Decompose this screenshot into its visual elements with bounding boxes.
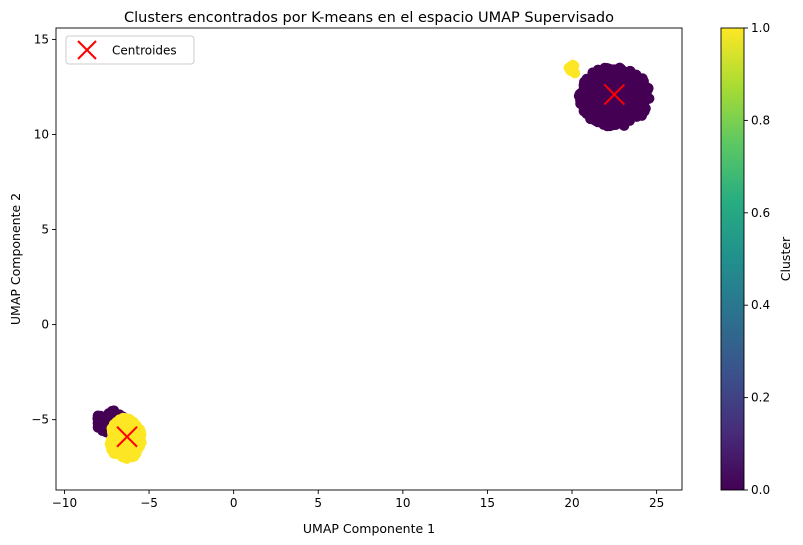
x-tick-label: 0 (230, 496, 238, 510)
y-tick-label: −5 (31, 413, 49, 427)
cluster-1-point (135, 434, 146, 445)
cluster-1-point (108, 419, 120, 430)
y-tick-label: 0 (41, 318, 49, 332)
cluster-0-point (601, 65, 612, 77)
x-tick-label: −10 (52, 496, 77, 510)
x-axis-label: UMAP Componente 1 (303, 521, 435, 536)
x-tick-label: −5 (140, 496, 158, 510)
cluster-0-point (619, 68, 630, 79)
cluster-0-point (619, 102, 630, 113)
scatter-points (92, 59, 655, 464)
cluster-1-point (113, 443, 124, 454)
cluster-0-point (633, 73, 644, 85)
cluster-0-point (576, 92, 587, 104)
colorbar-tick-label: 0.2 (751, 391, 770, 405)
colorbar-label: Cluster (778, 236, 793, 281)
x-tick-label: 5 (314, 496, 322, 510)
centroid-marker (116, 426, 138, 448)
colorbar-tick-label: 0.8 (751, 113, 770, 127)
cluster-1-point (119, 423, 131, 434)
cluster-0-point (588, 74, 599, 85)
legend: Centroides (65, 35, 195, 65)
colorbar-tick-label: 1.0 (751, 21, 770, 35)
x-tick-label: 25 (649, 496, 664, 510)
colorbar-tick-label: 0.4 (751, 298, 770, 312)
y-axis-ticks: −5 0 5 10 15 (31, 32, 56, 427)
cluster-0-point (581, 101, 592, 113)
cluster-0-point (92, 410, 104, 421)
cluster-0-point (601, 90, 612, 101)
cluster-0-point (601, 105, 613, 116)
colorbar-gradient (720, 27, 745, 491)
legend-entry-centroides: Centroides (112, 44, 177, 58)
y-tick-label: 10 (34, 127, 49, 141)
colorbar-ticks: 0.0 0.2 0.4 0.6 0.8 1.0 (744, 21, 770, 497)
x-tick-label: 15 (480, 496, 495, 510)
cluster-0-point (608, 119, 619, 131)
y-tick-label: 5 (41, 223, 49, 237)
cluster-0-point (631, 93, 642, 105)
plot-frame (55, 27, 683, 491)
cluster-0-point (601, 76, 613, 88)
y-tick-label: 15 (34, 32, 49, 46)
cluster-0-point (590, 86, 601, 98)
x-axis-ticks: −10 −5 0 5 10 15 20 25 (52, 490, 664, 510)
legend-centroid-marker (77, 40, 97, 60)
legend-box (65, 35, 195, 65)
colorbar-tick-label: 0.6 (751, 206, 770, 220)
colorbar-tick-label: 0.0 (751, 483, 770, 497)
cluster-1-point (567, 64, 579, 75)
x-tick-label: 20 (564, 496, 579, 510)
colorbar: 0.0 0.2 0.4 0.6 0.8 1.0 Cluster (720, 21, 793, 497)
centroid-marker (603, 83, 626, 106)
cluster-0-point (591, 96, 602, 107)
y-axis-label: UMAP Componente 2 (8, 193, 23, 325)
cluster-0-point (592, 116, 604, 127)
chart-title: Clusters encontrados por K-means en el e… (124, 10, 614, 26)
centroid-markers (116, 83, 626, 448)
x-tick-label: 10 (395, 496, 410, 510)
